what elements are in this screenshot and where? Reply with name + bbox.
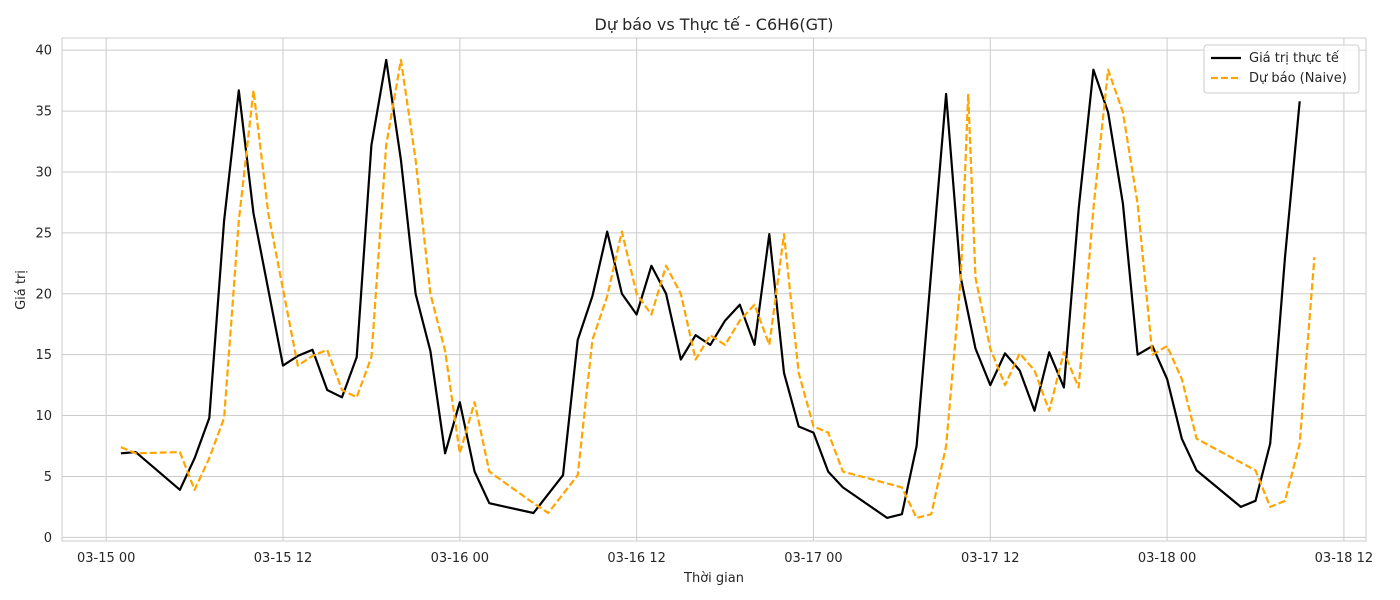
legend-label-actual: Giá trị thực tế xyxy=(1249,51,1339,66)
y-tick-label: 30 xyxy=(35,165,52,180)
x-tick-label: 03-15 12 xyxy=(254,551,312,566)
series-line-actual xyxy=(120,58,1301,520)
grid xyxy=(62,38,1366,541)
x-tick-label: 03-17 12 xyxy=(961,551,1019,566)
x-tick-label: 03-16 12 xyxy=(607,551,665,566)
y-tick-label: 35 xyxy=(35,105,52,120)
y-tick-label: 10 xyxy=(35,409,52,424)
x-tick-label: 03-17 00 xyxy=(784,551,842,566)
legend: Giá trị thực tế Dự báo (Naive) xyxy=(1203,44,1360,94)
series-layer xyxy=(120,58,1316,520)
y-tick-label: 40 xyxy=(35,44,52,59)
y-tick-label: 20 xyxy=(35,287,52,302)
y-axis-label: Giá trị xyxy=(14,270,29,310)
x-tick-label: 03-18 00 xyxy=(1138,551,1196,566)
y-tick-label: 15 xyxy=(35,348,52,363)
y-tick-label: 5 xyxy=(44,470,52,485)
x-tick-label: 03-15 00 xyxy=(77,551,135,566)
chart-title: Dự báo vs Thực tế - C6H6(GT) xyxy=(595,15,834,34)
y-tick-label: 25 xyxy=(35,226,52,241)
x-axis-label: Thời gian xyxy=(683,571,744,586)
series-line-forecast xyxy=(120,58,1316,520)
legend-label-forecast: Dự báo (Naive) xyxy=(1249,71,1347,86)
legend-box xyxy=(1203,44,1360,94)
x-tick-labels: 03-15 00 03-15 12 03-16 00 03-16 12 03-17 00… xyxy=(77,551,1373,566)
x-tick-label: 03-18 12 xyxy=(1315,551,1373,566)
plot-frame xyxy=(61,37,1367,542)
y-tick-label: 0 xyxy=(44,531,52,546)
y-tick-labels: 0 5 10 15 20 25 30 35 40 xyxy=(35,44,52,546)
x-tick-label: 03-16 00 xyxy=(431,551,489,566)
